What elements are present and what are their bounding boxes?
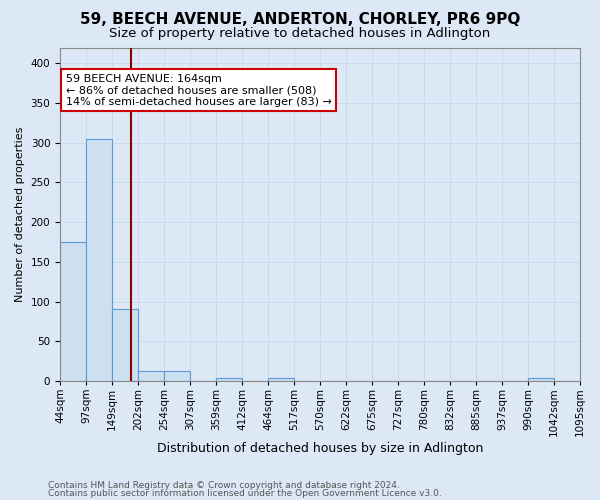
Bar xyxy=(216,378,242,381)
X-axis label: Distribution of detached houses by size in Adlington: Distribution of detached houses by size … xyxy=(157,442,483,455)
Y-axis label: Number of detached properties: Number of detached properties xyxy=(15,126,25,302)
Bar xyxy=(112,310,138,381)
Bar xyxy=(138,372,164,381)
Bar xyxy=(528,378,554,381)
Text: Size of property relative to detached houses in Adlington: Size of property relative to detached ho… xyxy=(109,28,491,40)
Bar xyxy=(268,378,294,381)
Bar xyxy=(60,242,86,381)
Text: 59 BEECH AVENUE: 164sqm
← 86% of detached houses are smaller (508)
14% of semi-d: 59 BEECH AVENUE: 164sqm ← 86% of detache… xyxy=(66,74,332,107)
Bar xyxy=(86,139,112,381)
Text: 59, BEECH AVENUE, ANDERTON, CHORLEY, PR6 9PQ: 59, BEECH AVENUE, ANDERTON, CHORLEY, PR6… xyxy=(80,12,520,28)
Bar xyxy=(164,372,190,381)
Text: Contains HM Land Registry data © Crown copyright and database right 2024.: Contains HM Land Registry data © Crown c… xyxy=(48,480,400,490)
Text: Contains public sector information licensed under the Open Government Licence v3: Contains public sector information licen… xyxy=(48,490,442,498)
